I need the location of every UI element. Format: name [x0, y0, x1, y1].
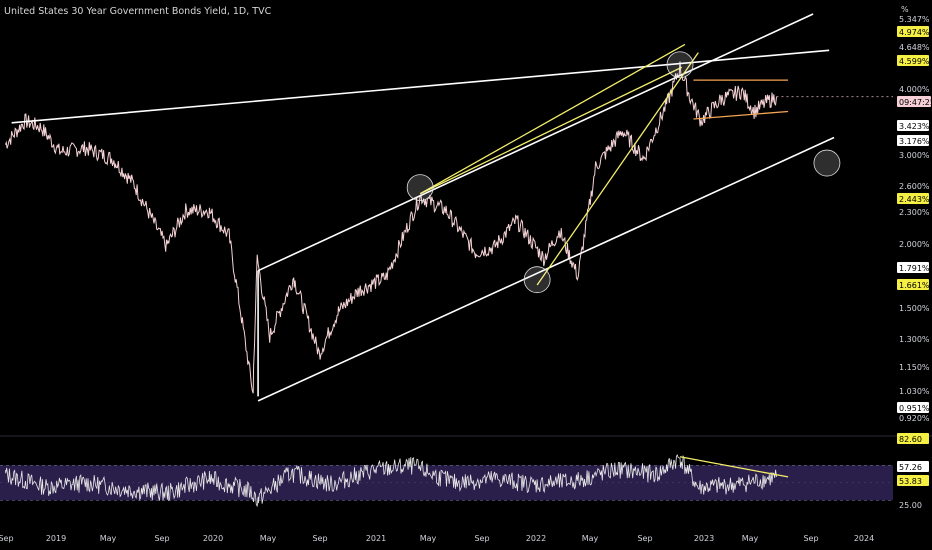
x-axis-label-2: May [100, 534, 117, 543]
rsi-axis-label-0: 82.60 [899, 435, 922, 444]
rsi-axis-badge-0 [897, 433, 929, 444]
x-axis-label-11: May [582, 534, 599, 543]
y-axis-label-10: 2.300% [899, 208, 930, 217]
x-axis-label-9: Sep [474, 534, 489, 543]
y-axis-label-11: 2.000% [899, 240, 930, 249]
highlight-circle-0 [406, 174, 434, 201]
last-price-time: 09:47:25 [899, 98, 932, 107]
y-axis-label-14: 1.500% [899, 304, 930, 313]
y-axis-label-2: 4.648% [899, 43, 930, 52]
y-axis-label-7: 3.000% [899, 151, 930, 160]
y-axis-label-0: 5.347% [899, 15, 930, 24]
y-axis-label-6: 3.176% [899, 137, 930, 146]
x-axis-label-6: Sep [312, 534, 327, 543]
y-axis-label-13: 1.661% [899, 281, 930, 290]
x-axis-label-7: 2021 [366, 534, 386, 543]
x-axis-label-1: 2019 [46, 534, 66, 543]
x-axis-label-16: 2024 [854, 534, 874, 543]
y-axis-badge-12 [897, 262, 929, 273]
x-axis-label-13: 2023 [694, 534, 714, 543]
y-axis-badge-18 [897, 402, 929, 413]
y-axis-unit: % [901, 5, 909, 14]
y-axis-label-19: 0.920% [899, 414, 930, 423]
rsi-axis-badge-1 [897, 461, 929, 472]
rsi-axis-label-1: 57.26 [899, 463, 922, 472]
trendline-orange-8 [693, 110, 789, 120]
rsi-trendline [679, 456, 789, 478]
trendline-white-1 [257, 13, 814, 272]
x-axis-label-5: May [260, 534, 277, 543]
last-price-time-badge [897, 96, 931, 107]
highlight-circle-2 [666, 51, 694, 79]
y-axis-label-12: 1.791% [899, 264, 930, 273]
x-axis-label-4: 2020 [203, 534, 223, 543]
trendline-white-2 [257, 136, 835, 402]
chart-title: United States 30 Year Government Bonds Y… [4, 6, 272, 17]
y-axis-badge-9 [897, 193, 929, 204]
x-axis-label-14: May [742, 534, 759, 543]
y-axis-badge-3 [897, 55, 929, 66]
y-axis-label-15: 1.300% [899, 335, 930, 344]
rsi-axis-label-2: 53.83 [899, 477, 922, 486]
y-axis-label-3: 4.599% [899, 57, 930, 66]
y-axis-label-8: 2.600% [899, 182, 930, 191]
rsi-axis-badge-2 [897, 475, 929, 486]
y-axis-label-5: 3.423% [899, 122, 930, 131]
x-axis-label-3: Sep [154, 534, 169, 543]
y-axis-badge-13 [897, 279, 929, 290]
y-axis-badge-5 [897, 120, 929, 131]
y-axis-label-4: 4.000% [899, 85, 930, 94]
rsi-line [5, 454, 777, 508]
x-axis-label-15: Sep [803, 534, 818, 543]
x-axis-label-12: Sep [637, 534, 652, 543]
trendline-yellow-5 [419, 66, 683, 195]
y-axis-label-18: 0.951% [899, 404, 930, 413]
y-axis-label-1: 4.974% [899, 28, 930, 37]
price-line [4, 61, 777, 394]
y-axis-label-17: 1.030% [899, 387, 930, 396]
trendline-yellow-6 [536, 52, 699, 286]
y-axis-badge-1 [897, 26, 929, 37]
trendline-yellow-4 [419, 43, 686, 195]
x-axis-label-0: Sep [0, 534, 14, 543]
y-axis-badge-6 [897, 135, 929, 146]
highlight-circle-3 [813, 149, 841, 177]
x-axis-label-10: 2022 [526, 534, 546, 543]
x-axis-label-8: May [420, 534, 437, 543]
y-axis-label-9: 2.443% [899, 195, 930, 204]
highlight-circle-1 [523, 266, 551, 294]
rsi-axis-label-3: 25.00 [899, 501, 922, 510]
y-axis-label-16: 1.150% [899, 363, 930, 372]
